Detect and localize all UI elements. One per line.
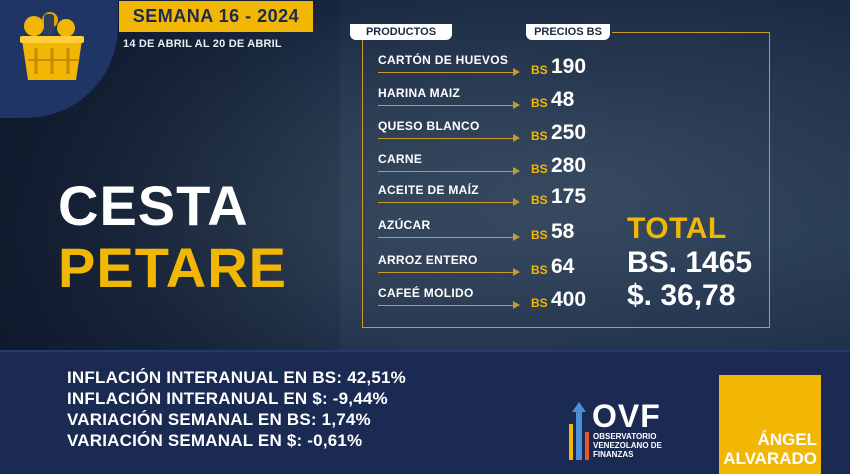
- product-price: 190: [551, 55, 587, 78]
- author-last-name: ALVARADO: [723, 449, 817, 468]
- product-row: AZÚCAR BS 58: [0, 218, 850, 248]
- product-name: ARROZ ENTERO: [378, 253, 478, 267]
- product-name: CAFEÉ MOLIDO: [378, 286, 474, 300]
- stats-band: [0, 352, 850, 474]
- ovf-logo-icon: [569, 402, 589, 460]
- product-leader-line: [378, 72, 516, 73]
- product-row: ARROZ ENTERO BS 64: [0, 253, 850, 283]
- product-row: ACEITE DE MAÍZ BS 175: [0, 183, 850, 213]
- product-price: 48: [551, 88, 575, 111]
- product-currency: BS: [531, 263, 548, 277]
- author-first-name: ÁNGEL: [757, 430, 818, 449]
- week-badge: SEMANA 16 - 2024: [119, 1, 313, 32]
- arrow-icon: [513, 68, 520, 76]
- ovf-logo: OVF OBSERVATORIO VENEZOLANO DE FINANZAS: [568, 398, 708, 462]
- product-currency: BS: [531, 193, 548, 207]
- product-currency: BS: [531, 162, 548, 176]
- stat-weekly-bs: VARIACIÓN SEMANAL EN BS: 1,74%: [67, 410, 371, 429]
- product-leader-line: [378, 237, 516, 238]
- product-leader-line: [378, 202, 516, 203]
- ovf-title: OVF: [592, 398, 661, 434]
- column-header-prices: PRECIOS BS: [526, 24, 610, 40]
- product-name: QUESO BLANCO: [378, 119, 480, 133]
- product-currency: BS: [531, 129, 548, 143]
- ovf-sub-1: OBSERVATORIO: [593, 432, 657, 441]
- product-currency: BS: [531, 63, 548, 77]
- product-name: CARNE: [378, 152, 423, 166]
- product-price: 175: [551, 185, 587, 208]
- band-divider: [0, 350, 850, 353]
- total-bs: BS. 1465: [627, 246, 753, 279]
- basket-icon: [20, 12, 84, 80]
- product-leader-line: [378, 138, 516, 139]
- column-header-products: PRODUCTOS: [350, 24, 452, 40]
- arrow-icon: [513, 233, 520, 241]
- products-panel: [362, 32, 770, 328]
- arrow-icon: [513, 101, 520, 109]
- product-name: CARTÓN DE HUEVOS: [378, 53, 509, 67]
- product-price: 64: [551, 255, 575, 278]
- product-row: QUESO BLANCO BS 250: [0, 119, 850, 149]
- product-price: 400: [551, 288, 587, 311]
- product-name: AZÚCAR: [378, 218, 431, 232]
- arrow-icon: [513, 198, 520, 206]
- product-row: CARNE BS 280: [0, 152, 850, 182]
- total-usd: $. 36,78: [627, 279, 736, 312]
- author-box: ÁNGEL ALVARADO: [719, 375, 821, 474]
- title-cesta: CESTA: [58, 174, 249, 237]
- title-petare: PETARE: [58, 236, 287, 299]
- product-row: HARINA MAIZ BS 48: [0, 86, 850, 116]
- stat-inflation-bs: INFLACIÓN INTERANUAL EN BS: 42,51%: [67, 368, 406, 387]
- ovf-sub-3: FINANZAS: [593, 450, 634, 459]
- stat-inflation-usd: INFLACIÓN INTERANUAL EN $: -9,44%: [67, 389, 388, 408]
- product-name: ACEITE DE MAÍZ: [378, 183, 479, 197]
- arrow-icon: [513, 301, 520, 309]
- product-row: CARTÓN DE HUEVOS BS 190: [0, 53, 850, 83]
- product-leader-line: [378, 272, 516, 273]
- product-currency: BS: [531, 228, 548, 242]
- product-leader-line: [378, 105, 516, 106]
- week-dates: 14 DE ABRIL AL 20 DE ABRIL: [123, 38, 282, 50]
- product-price: 58: [551, 220, 575, 243]
- product-price: 250: [551, 121, 587, 144]
- ovf-sub-2: VENEZOLANO DE: [593, 441, 662, 450]
- product-currency: BS: [531, 296, 548, 310]
- product-leader-line: [378, 305, 516, 306]
- product-currency: BS: [531, 96, 548, 110]
- arrow-icon: [513, 167, 520, 175]
- arrow-icon: [513, 268, 520, 276]
- product-name: HARINA MAIZ: [378, 86, 461, 100]
- total-label: TOTAL: [627, 212, 727, 245]
- panel-border-top-right: [612, 32, 770, 33]
- product-price: 280: [551, 154, 587, 177]
- product-row: CAFEÉ MOLIDO BS 400: [0, 286, 850, 316]
- stat-weekly-usd: VARIACIÓN SEMANAL EN $: -0,61%: [67, 431, 363, 450]
- arrow-icon: [513, 134, 520, 142]
- product-leader-line: [378, 171, 516, 172]
